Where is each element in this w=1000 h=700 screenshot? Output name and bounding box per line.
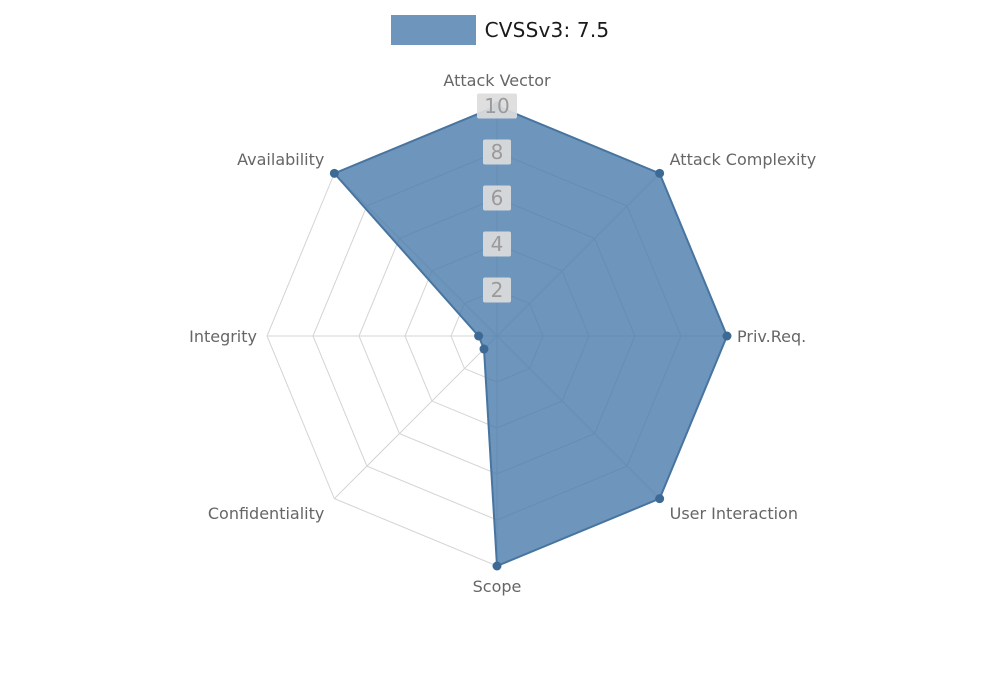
- vertex-marker: [492, 561, 502, 571]
- chart-legend: CVSSv3: 7.5: [0, 15, 1000, 45]
- tick-label-box: [483, 231, 511, 257]
- vertex-marker: [655, 168, 665, 178]
- vertex-marker: [655, 494, 665, 504]
- axis-label: Attack Complexity: [670, 150, 817, 169]
- vertex-marker: [329, 168, 339, 178]
- vertex-marker: [722, 331, 732, 341]
- vertex-marker: [474, 331, 484, 341]
- axis-label: Attack Vector: [443, 71, 551, 90]
- tick-label: 6: [491, 186, 504, 210]
- axis-label: Priv.Req.: [737, 327, 806, 346]
- tick-label: 4: [491, 232, 504, 256]
- legend-swatch: [390, 15, 476, 45]
- axis-label: Confidentiality: [208, 504, 324, 523]
- axis-label: User Interaction: [670, 504, 798, 523]
- tick-label: 2: [491, 278, 504, 302]
- axis-label: Scope: [473, 577, 522, 596]
- tick-label-box: [477, 93, 517, 119]
- tick-label: 10: [484, 94, 509, 118]
- radar-tick-labels: 2 4 6 8 10: [477, 93, 517, 303]
- legend-label: CVSSv3: 7.5: [484, 18, 610, 42]
- axis-label: Availability: [237, 150, 324, 169]
- tick-label-box: [483, 185, 511, 211]
- vertex-marker: [479, 344, 489, 354]
- tick-label-box: [483, 139, 511, 165]
- tick-label: 8: [491, 140, 504, 164]
- radar-axis-labels: Attack Vector Attack Complexity Priv.Req. U…: [189, 71, 816, 596]
- axis-label: Integrity: [189, 327, 257, 346]
- tick-label-box: [483, 277, 511, 303]
